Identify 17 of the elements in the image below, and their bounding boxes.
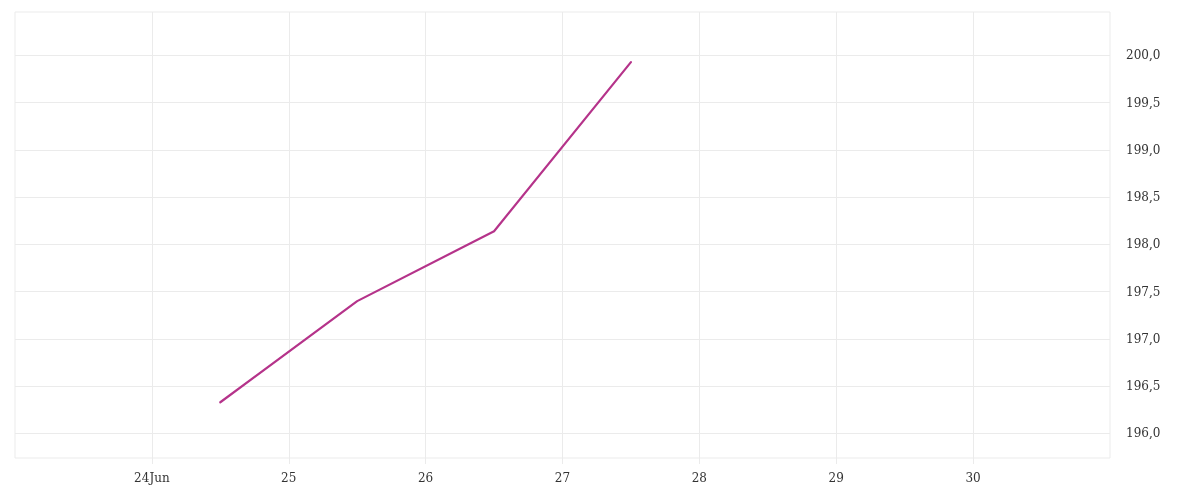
- x-tick-label: 27: [554, 471, 571, 485]
- y-tick-label: 198,0: [1126, 237, 1161, 252]
- x-tick-label: 29: [828, 471, 844, 485]
- line-series: [219, 60, 633, 404]
- y-tick-label: 196,5: [1126, 379, 1161, 394]
- x-tick-label: 26: [417, 471, 434, 485]
- y-tick-label: 197,0: [1126, 331, 1161, 346]
- x-tick-label: 24Jun: [134, 471, 170, 485]
- y-tick-label: 200,0: [1126, 48, 1161, 63]
- y-tick-label: 199,5: [1126, 95, 1161, 110]
- y-tick-label: 199,0: [1126, 142, 1161, 157]
- y-tick-label: 197,5: [1126, 284, 1161, 299]
- x-tick-label: 28: [691, 471, 708, 485]
- y-tick-label: 196,0: [1126, 426, 1161, 441]
- x-tick-label: 25: [281, 471, 297, 485]
- x-tick-label: 30: [965, 471, 981, 485]
- y-tick-label: 198,5: [1126, 190, 1161, 205]
